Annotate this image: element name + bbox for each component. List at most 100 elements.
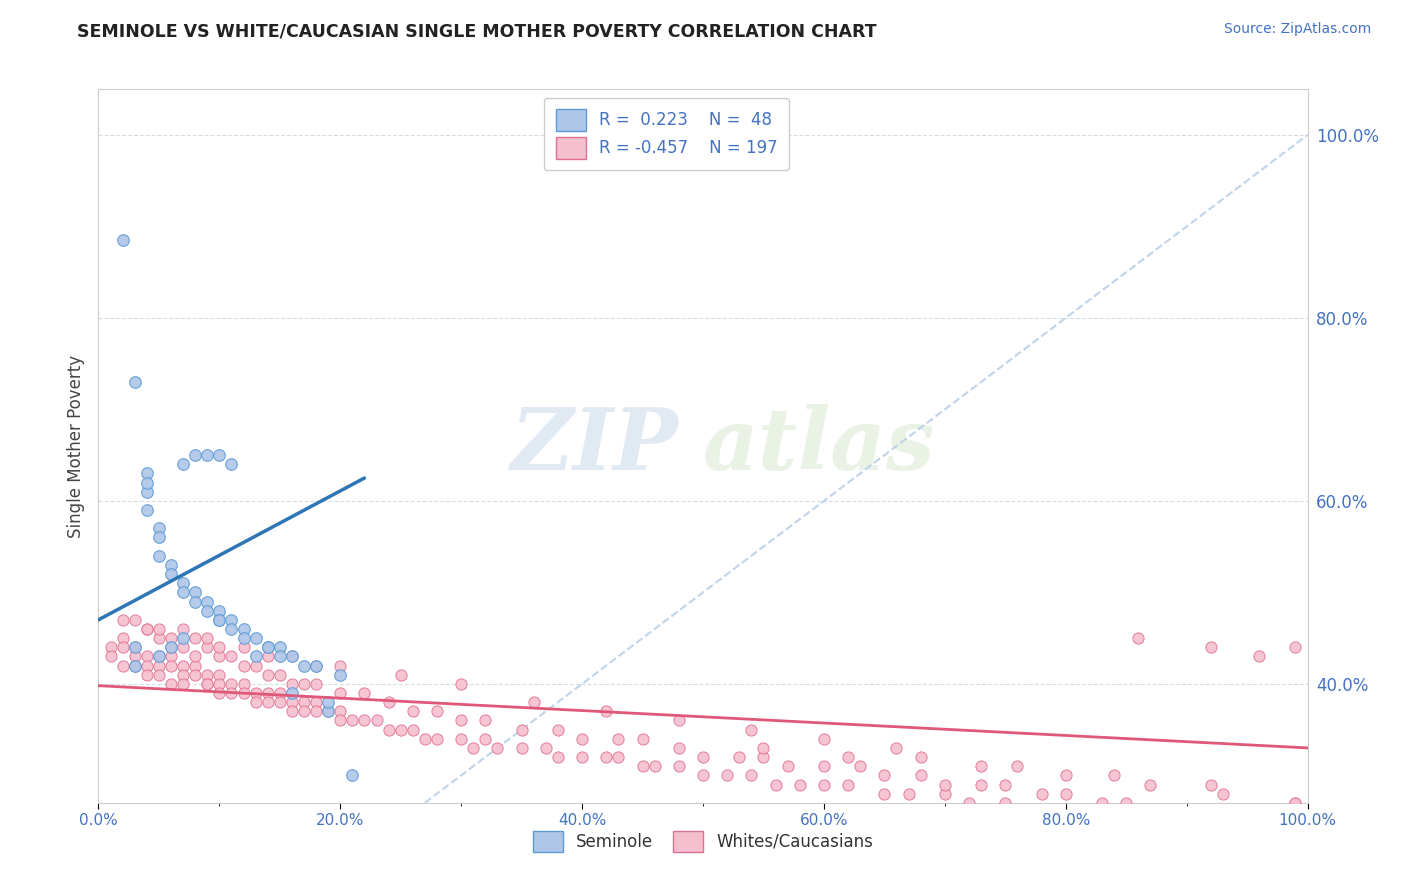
Point xyxy=(934,787,956,801)
Point xyxy=(353,686,375,700)
Point xyxy=(195,631,218,645)
Point xyxy=(221,677,243,691)
Point xyxy=(1199,640,1222,655)
Point xyxy=(221,458,243,472)
Point xyxy=(595,750,617,764)
Point xyxy=(172,576,194,591)
Point xyxy=(281,649,304,664)
Point xyxy=(886,740,908,755)
Point xyxy=(389,667,412,681)
Point xyxy=(221,686,243,700)
Point xyxy=(1260,841,1282,855)
Point xyxy=(510,740,533,755)
Point xyxy=(837,750,859,764)
Point xyxy=(1212,787,1234,801)
Point xyxy=(232,622,254,636)
Text: atlas: atlas xyxy=(703,404,935,488)
Point xyxy=(329,667,352,681)
Point xyxy=(329,658,352,673)
Point xyxy=(450,677,472,691)
Y-axis label: Single Mother Poverty: Single Mother Poverty xyxy=(66,354,84,538)
Point xyxy=(1054,805,1077,819)
Point xyxy=(1031,805,1053,819)
Point xyxy=(208,677,231,691)
Point xyxy=(160,567,183,582)
Point xyxy=(172,458,194,472)
Point xyxy=(172,667,194,681)
Point xyxy=(184,631,207,645)
Point xyxy=(184,649,207,664)
Point xyxy=(789,777,811,791)
Legend: Seminole, Whites/Caucasians: Seminole, Whites/Caucasians xyxy=(526,824,880,859)
Point xyxy=(873,768,896,782)
Point xyxy=(256,667,278,681)
Point xyxy=(221,649,243,664)
Point xyxy=(232,640,254,655)
Point xyxy=(135,649,157,664)
Point xyxy=(692,768,714,782)
Point xyxy=(172,677,194,691)
Point xyxy=(184,594,207,608)
Point xyxy=(172,622,194,636)
Point xyxy=(389,723,412,737)
Point xyxy=(849,759,872,773)
Point xyxy=(994,796,1017,810)
Point xyxy=(1284,640,1306,655)
Point xyxy=(208,613,231,627)
Point xyxy=(1054,768,1077,782)
Point xyxy=(1212,805,1234,819)
Point xyxy=(1284,841,1306,855)
Point xyxy=(221,622,243,636)
Point xyxy=(148,531,170,545)
Point xyxy=(184,658,207,673)
Point xyxy=(208,649,231,664)
Point xyxy=(184,585,207,599)
Point xyxy=(957,796,980,810)
Point xyxy=(148,649,170,664)
Point xyxy=(1236,814,1258,829)
Point xyxy=(316,704,339,718)
Point xyxy=(728,750,751,764)
Point xyxy=(232,686,254,700)
Point xyxy=(450,731,472,746)
Point xyxy=(208,613,231,627)
Point xyxy=(1163,823,1185,838)
Point xyxy=(595,704,617,718)
Point xyxy=(426,731,449,746)
Point xyxy=(934,777,956,791)
Point xyxy=(740,768,762,782)
Point xyxy=(571,750,593,764)
Point xyxy=(124,658,146,673)
Point xyxy=(160,677,183,691)
Point xyxy=(329,714,352,728)
Point xyxy=(135,622,157,636)
Point xyxy=(873,787,896,801)
Point xyxy=(160,640,183,655)
Point xyxy=(1007,759,1029,773)
Point xyxy=(1188,823,1211,838)
Point xyxy=(160,631,183,645)
Point xyxy=(195,667,218,681)
Point xyxy=(1284,814,1306,829)
Point xyxy=(245,658,267,673)
Point xyxy=(631,731,654,746)
Point xyxy=(256,649,278,664)
Point xyxy=(752,750,775,764)
Point xyxy=(910,750,932,764)
Point xyxy=(631,759,654,773)
Point xyxy=(463,740,485,755)
Point xyxy=(1212,832,1234,847)
Point xyxy=(111,640,134,655)
Point xyxy=(124,375,146,389)
Point xyxy=(160,658,183,673)
Point xyxy=(111,613,134,627)
Point xyxy=(353,714,375,728)
Point xyxy=(135,622,157,636)
Point xyxy=(776,759,799,773)
Point xyxy=(402,704,425,718)
Point xyxy=(135,658,157,673)
Point xyxy=(1284,796,1306,810)
Point xyxy=(148,667,170,681)
Point xyxy=(111,233,134,247)
Point xyxy=(135,484,157,499)
